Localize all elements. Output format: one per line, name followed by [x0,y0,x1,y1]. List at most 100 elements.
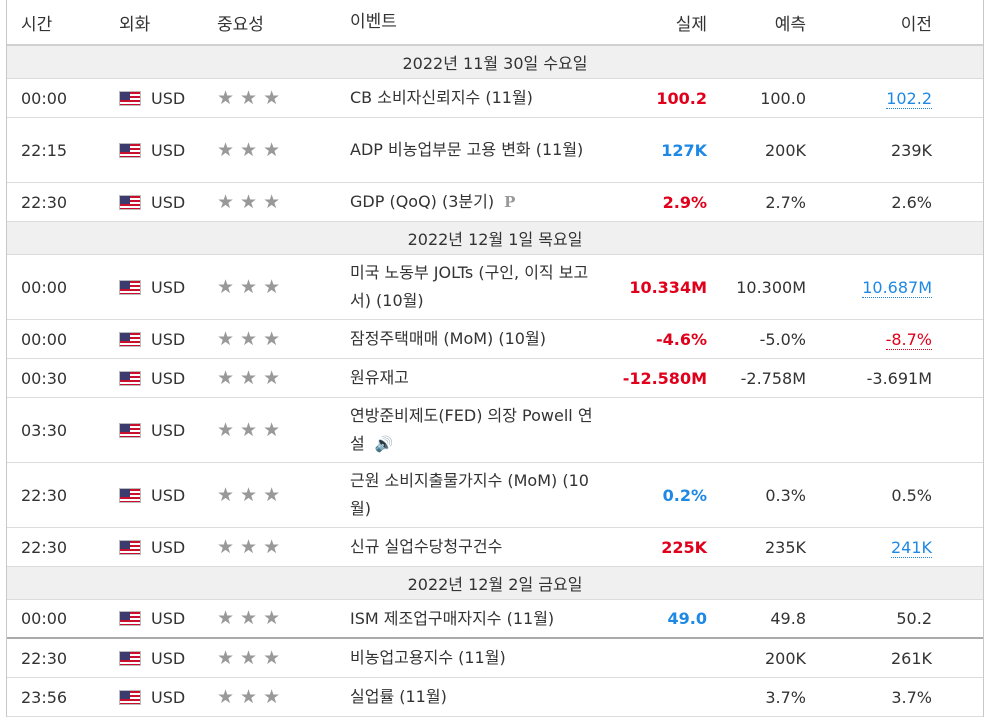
previous-value: 3.7% [891,687,932,707]
event-name[interactable]: 미국 노동부 JOLTs (구인, 이직 보고서) (10월) [350,263,589,310]
importance-stars: ★ ★ ★ [217,485,350,505]
table-row[interactable]: 00:00 USD ★ ★ ★ CB 소비자신뢰지수 (11월) 100.2 100… [7,79,983,118]
currency-code: USD [151,485,186,505]
star-icon: ★ [240,418,258,441]
star-icon: ★ [263,366,281,389]
event-name[interactable]: GDP (QoQ) (3분기) [350,192,495,211]
header-importance[interactable]: 중요성 [217,14,264,35]
header-previous[interactable]: 이전 [900,14,932,35]
actual-value: 0.2% [662,485,707,505]
table-row[interactable]: 03:30 USD ★ ★ ★ 연방준비제도(FED) 의장 Powell 연설 🔊 [7,398,983,463]
forecast-value: -5.0% [759,329,806,349]
actual-value: -4.6% [655,329,707,349]
economic-calendar-table: 시간 외화 중요성 이벤트 실제 예측 이전 2022년 11월 30일 수요일… [6,0,984,717]
table-row[interactable]: 00:00 USD ★ ★ ★ 잠정주택매매 (MoM) (10월) -4.6% -… [7,320,983,359]
header-event[interactable]: 이벤트 [350,12,397,32]
actual-value: 49.0 [667,609,707,628]
event-name[interactable]: ISM 제조업구매자지수 (11월) [350,608,555,628]
event-name[interactable]: 연방준비제도(FED) 의장 Powell 연설 [350,406,593,453]
table-row[interactable]: 22:30 USD ★ ★ ★ 신규 실업수당청구건수 225K 235K 241K [7,528,983,567]
star-icon: ★ [240,86,258,109]
currency-code: USD [151,88,186,108]
table-row[interactable]: 22:30 USD ★ ★ ★ 비농업고용지수 (11월) 200K 261K [7,639,983,678]
previous-value[interactable]: 241K [806,537,932,558]
importance-stars: ★ ★ ★ [217,366,350,389]
us-flag-icon [119,331,141,347]
star-icon: ★ [217,607,235,629]
previous-revised-link[interactable]: 102.2 [886,88,932,109]
star-icon: ★ [217,327,235,350]
date-header: 2022년 12월 1일 목요일 [7,222,983,255]
us-flag-icon [119,279,141,295]
event-cell: GDP (QoQ) (3분기) P [350,188,605,216]
star-icon: ★ [240,535,258,558]
importance-stars: ★ ★ ★ [217,418,350,441]
currency-code: USD [151,648,186,668]
header-time[interactable]: 시간 [21,14,53,35]
table-row[interactable]: 22:15 USD ★ ★ ★ ADP 비농업부문 고용 변화 (11월) 127K… [7,118,983,183]
us-flag-icon [119,487,141,503]
star-icon: ★ [263,646,281,669]
table-header: 시간 외화 중요성 이벤트 실제 예측 이전 [7,0,983,46]
header-actual[interactable]: 실제 [675,14,707,35]
previous-revised-link[interactable]: 241K [890,537,932,558]
event-time: 23:56 [21,687,68,707]
star-icon: ★ [240,138,258,161]
speaker-icon[interactable]: 🔊 [374,435,394,453]
table-row[interactable]: 22:30 USD ★ ★ ★ GDP (QoQ) (3분기) P 2.9% 2.7%… [7,183,983,222]
forecast-value: -2.758M [740,368,806,388]
previous-value[interactable]: 10.687M [806,277,932,298]
currency-code: USD [151,420,186,440]
star-icon: ★ [263,86,281,109]
actual-value: 127K [661,140,707,160]
table-row[interactable]: 23:56 USD ★ ★ ★ 실업률 (11월) 3.7% 3.7% [7,678,983,717]
event-name[interactable]: 근원 소비지출물가지수 (MoM) (10월) [350,471,589,518]
table-row[interactable]: 00:00 USD ★ ★ ★ 미국 노동부 JOLTs (구인, 이직 보고서) … [7,255,983,320]
event-time: 22:30 [21,485,68,505]
date-header: 2022년 11월 30일 수요일 [7,46,983,79]
event-name[interactable]: 비농업고용지수 (11월) [350,648,506,667]
star-icon: ★ [263,190,281,213]
star-icon: ★ [263,275,281,298]
currency-code: USD [151,537,186,557]
previous-value[interactable]: -8.7% [806,329,932,350]
star-icon: ★ [217,535,235,558]
event-name[interactable]: CB 소비자신뢰지수 (11월) [350,88,533,107]
date-header: 2022년 12월 2일 금요일 [7,567,983,600]
event-name[interactable]: ADP 비농업부문 고용 변화 (11월) [350,140,584,159]
previous-value[interactable]: 102.2 [806,88,932,109]
forecast-value: 10.300M [736,277,806,297]
event-name[interactable]: 원유재고 [350,368,409,387]
importance-stars: ★ ★ ★ [217,327,350,350]
star-icon: ★ [217,685,235,708]
table-row[interactable]: 22:30 USD ★ ★ ★ 근원 소비지출물가지수 (MoM) (10월) 0.… [7,463,983,528]
star-icon: ★ [240,275,258,298]
event-time: 00:00 [21,88,68,108]
importance-stars: ★ ★ ★ [217,685,350,708]
event-time: 22:15 [21,140,68,160]
previous-revised-link[interactable]: 10.687M [862,277,932,298]
header-currency[interactable]: 외화 [119,14,151,35]
star-icon: ★ [217,275,235,298]
currency-code: USD [151,192,186,212]
importance-stars: ★ ★ ★ [217,535,350,558]
previous-revised-link[interactable]: -8.7% [885,329,932,350]
star-icon: ★ [217,86,235,109]
star-icon: ★ [263,138,281,161]
importance-stars: ★ ★ ★ [217,275,350,298]
preliminary-icon: P [504,193,516,211]
forecast-value: 3.7% [765,687,806,707]
event-time: 00:30 [21,368,68,388]
table-row[interactable]: 00:30 USD ★ ★ ★ 원유재고 -12.580M -2.758M -3.6… [7,359,983,398]
event-time: 03:30 [21,420,68,440]
event-name[interactable]: 실업률 (11월) [350,687,447,706]
header-forecast[interactable]: 예측 [774,14,806,35]
star-icon: ★ [240,327,258,350]
star-icon: ★ [217,418,235,441]
currency-cell: USD [119,278,217,297]
event-name[interactable]: 신규 실업수당청구건수 [350,537,503,556]
table-row[interactable]: 00:00 USD ★ ★ ★ ISM 제조업구매자지수 (11월) 49.0 49… [7,600,983,639]
currency-code: USD [151,277,186,297]
forecast-value: 49.8 [770,609,806,628]
event-name[interactable]: 잠정주택매매 (MoM) (10월) [350,329,546,348]
